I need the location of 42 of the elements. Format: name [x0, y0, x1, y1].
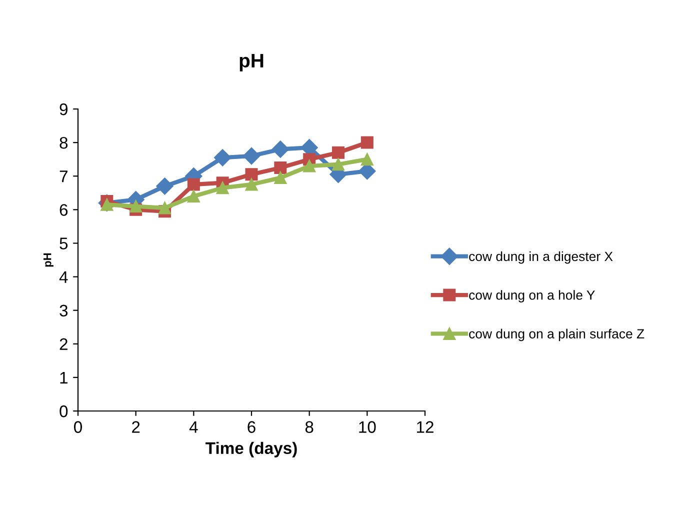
point — [332, 146, 344, 159]
x-tick-label: 6 — [248, 421, 256, 433]
point — [272, 140, 289, 158]
x-tick-label: 0 — [74, 421, 82, 433]
y-axis-title: pH — [44, 253, 54, 267]
point — [214, 149, 232, 166]
point — [156, 178, 174, 195]
point — [245, 168, 258, 181]
legend-label: cow dung on a hole Y — [469, 290, 595, 302]
x-tick-label: 2 — [132, 421, 140, 433]
y-tick-label: 0 — [60, 405, 68, 418]
point — [274, 172, 287, 184]
y-tick-label: 7 — [60, 170, 68, 182]
point — [360, 136, 374, 149]
x-axis-title: Time (days) — [206, 442, 297, 458]
y-tick-label: 2 — [60, 338, 68, 350]
x-tick-label: 10 — [359, 421, 376, 433]
point — [303, 160, 316, 172]
point — [242, 147, 260, 165]
y-tick-label: 6 — [60, 204, 68, 216]
point — [332, 158, 344, 171]
legend-label: cow dung on a plain surface Z — [469, 328, 644, 342]
point — [274, 161, 287, 174]
y-tick-label: 3 — [60, 304, 68, 317]
y-tick-label: 5 — [60, 238, 68, 250]
point — [216, 182, 229, 194]
point — [100, 198, 114, 211]
point — [130, 200, 142, 213]
chart-title: pH — [240, 54, 264, 72]
point — [158, 202, 171, 214]
y-tick-label: 9 — [60, 103, 68, 116]
y-tick-label: 1 — [60, 372, 68, 384]
y-tick-label: 8 — [60, 136, 68, 149]
x-tick-label: 12 — [417, 421, 434, 433]
y-tick-label: 4 — [59, 271, 68, 283]
x-tick-label: 8 — [305, 421, 314, 433]
point — [245, 178, 258, 191]
point — [187, 190, 200, 202]
legend-label: cow dung in a digester X — [469, 251, 613, 264]
point — [360, 153, 374, 166]
x-tick-label: 4 — [189, 421, 198, 433]
point — [187, 178, 200, 191]
